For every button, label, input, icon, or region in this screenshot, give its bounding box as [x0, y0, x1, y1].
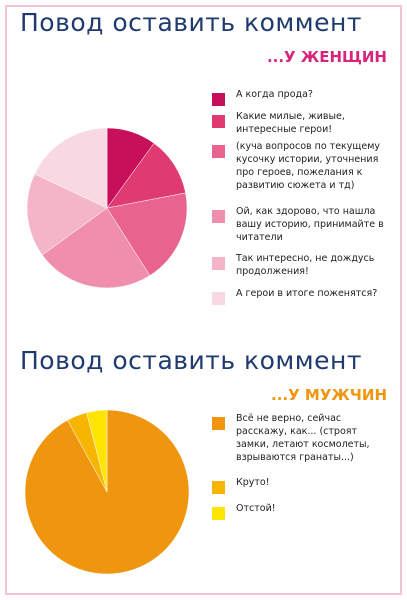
legend-label: Отстой! — [236, 503, 276, 514]
legend-swatch — [212, 257, 225, 270]
pie-slice — [34, 127, 108, 209]
legend-label: (куча вопросов по текущему кусочку истор… — [236, 141, 381, 191]
chart-title: Повод оставить коммент — [20, 346, 362, 375]
chart-subtitle: ...У ЖЕНЩИН — [266, 48, 387, 66]
legend-label: Так интересно, не дождусь продолжения! — [236, 253, 375, 277]
frame — [5, 5, 402, 595]
legend-label: Всё не верно, сейчас расскажу, как... (с… — [236, 413, 370, 463]
chart-subtitle: ...У МУЖЧИН — [271, 386, 387, 404]
legend-swatch — [212, 115, 225, 128]
pie-slice — [41, 207, 151, 289]
legend-swatch — [212, 93, 225, 106]
pie-slice — [106, 192, 188, 276]
legend-swatch — [212, 417, 225, 430]
legend-swatch — [212, 145, 225, 158]
legend-swatch — [212, 507, 225, 520]
legend-swatch — [212, 292, 225, 305]
pie-slice — [86, 409, 108, 493]
chart-title: Повод оставить коммент — [20, 8, 362, 37]
legend-swatch — [212, 210, 225, 223]
pie-slice — [106, 142, 186, 209]
legend-label: Круто! — [236, 477, 270, 488]
legend-label: А герои в итоге поженятся? — [236, 288, 378, 299]
legend-swatch — [212, 481, 225, 494]
legend-label: А когда прода? — [236, 89, 313, 100]
legend-label: Ой, как здорово, что нашла вашу историю,… — [236, 206, 384, 243]
legend-label: Какие милые, живые, интересные герои! — [236, 111, 345, 135]
pie-slice — [26, 173, 108, 256]
